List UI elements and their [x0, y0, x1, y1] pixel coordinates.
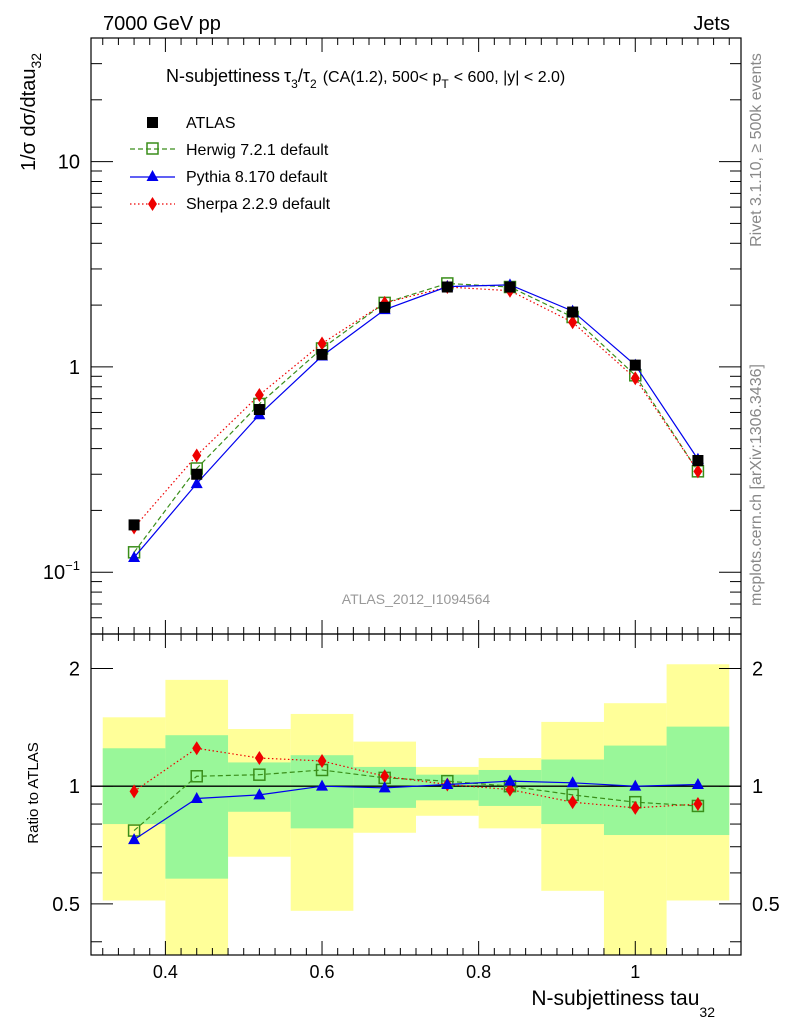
ratio-point-sherpa: [129, 784, 139, 799]
data-point-atlas: [379, 301, 391, 313]
ratio-point-sherpa: [254, 751, 264, 766]
ratio-band-inner: [228, 762, 291, 812]
ratio-point-pythia: [253, 788, 266, 800]
series-line-sherpa: [133, 286, 699, 528]
data-point-atlas: [441, 281, 453, 293]
data-point-sherpa: [317, 336, 327, 351]
ratio-point-pythia: [691, 777, 704, 789]
data-point-atlas: [191, 468, 203, 480]
header-process: Jets: [693, 13, 730, 35]
data-point-pythia: [190, 477, 203, 489]
y-tick-label: 10: [58, 152, 80, 174]
ratio-plot: [91, 664, 741, 955]
data-point-sherpa: [630, 371, 640, 386]
ratio-point-herwig: [190, 770, 203, 783]
ratio-band-inner: [165, 735, 229, 879]
legend-label-pythia: Pythia 8.170 default: [186, 169, 328, 186]
data-point-atlas: [316, 348, 328, 360]
ratio-point-pythia: [378, 781, 391, 793]
ratio-point-sherpa: [505, 782, 515, 797]
ratio-point-sherpa: [568, 795, 578, 810]
legend: ATLAS Herwig 7.2.1 default Pythia 8.170 …: [130, 115, 331, 213]
ratio-point-pythia: [316, 779, 329, 791]
x-tick-label: 1: [630, 962, 640, 982]
plot-title: N-subjettiness τ3/τ2 (CA(1.2), 500< pT < 60…: [166, 66, 565, 91]
ratio-point-pythia: [441, 777, 454, 789]
y-tick-label: 10−1: [43, 558, 80, 584]
series-line-pythia: [133, 284, 699, 558]
data-point-atlas: [504, 281, 516, 293]
ratio-series-pythia: [128, 774, 704, 845]
ratio-y-tick-label-right: 0.5: [752, 894, 780, 916]
ratio-point-pythia: [128, 833, 141, 845]
mcplots-label: mcplots.cern.ch [arXiv:1306.3436]: [748, 364, 765, 606]
ratio-point-sherpa: [693, 797, 703, 812]
ratio-point-pythia: [629, 779, 642, 791]
series-atlas: [128, 281, 704, 531]
series-herwig: [127, 277, 705, 559]
data-point-atlas: [629, 359, 641, 371]
ratio-point-sherpa: [192, 741, 202, 756]
data-point-atlas: [253, 404, 265, 416]
main-plot: [127, 277, 705, 562]
data-point-sherpa: [254, 387, 264, 402]
x-tick-label: 0.8: [466, 962, 491, 982]
ratio-point-herwig: [253, 768, 266, 781]
legend-label-atlas: ATLAS: [186, 115, 236, 132]
data-point-atlas: [692, 455, 704, 467]
data-point-atlas: [567, 306, 579, 318]
ratio-y-tick-label-left: 0.5: [52, 894, 80, 916]
series-line-herwig: [133, 282, 699, 553]
legend-marker-pythia: [146, 170, 159, 181]
header-energy: 7000 GeV pp: [103, 13, 221, 35]
axes: 0.4 0.6 0.8 1 10−1 1 10 0.5 0.5 1 1 2 2: [43, 37, 780, 982]
ratio-series-sherpa: [129, 741, 703, 815]
series-pythia: [128, 278, 704, 562]
ratio-band-inner: [541, 759, 604, 825]
legend-marker-atlas: [147, 117, 158, 128]
legend-label-herwig: Herwig 7.2.1 default: [186, 142, 329, 159]
legend-label-sherpa: Sherpa 2.2.9 default: [186, 196, 331, 213]
ratio-y-tick-label-right: 2: [752, 658, 763, 680]
data-point-sherpa: [192, 448, 202, 463]
ratio-y-tick-label-right: 1: [752, 776, 763, 798]
data-point-sherpa: [693, 464, 703, 479]
ratio-point-sherpa: [317, 753, 327, 768]
y-axis-label-main: 1/σ dσ/dtau32: [18, 53, 44, 171]
data-point-atlas: [128, 519, 140, 531]
data-point-pythia: [128, 550, 141, 562]
y-axis-label-ratio: Ratio to ATLAS: [25, 742, 42, 843]
x-tick-label: 0.6: [310, 962, 335, 982]
ratio-point-sherpa: [630, 800, 640, 815]
ratio-line-pythia: [133, 780, 698, 841]
legend-marker-herwig: [146, 142, 159, 155]
legend-marker-sherpa: [148, 197, 157, 211]
data-point-sherpa: [568, 315, 578, 330]
ratio-y-tick-label-left: 1: [69, 776, 80, 798]
rivet-label: Rivet 3.1.10, ≥ 500k events: [748, 53, 765, 247]
ratio-point-pythia: [503, 774, 516, 786]
ratio-line-sherpa: [133, 747, 698, 809]
series-sherpa: [129, 280, 703, 535]
ratio-point-pythia: [566, 776, 579, 788]
x-axis-label: N-subjettiness tau32: [531, 987, 715, 1020]
ratio-point-pythia: [190, 791, 203, 803]
y-tick-label: 1: [69, 357, 80, 379]
analysis-id: ATLAS_2012_I1094564: [342, 591, 491, 607]
ratio-y-tick-label-left: 2: [69, 658, 80, 680]
ratio-line-herwig: [133, 769, 698, 832]
ratio-point-sherpa: [380, 769, 390, 784]
x-tick-label: 0.4: [153, 962, 178, 982]
